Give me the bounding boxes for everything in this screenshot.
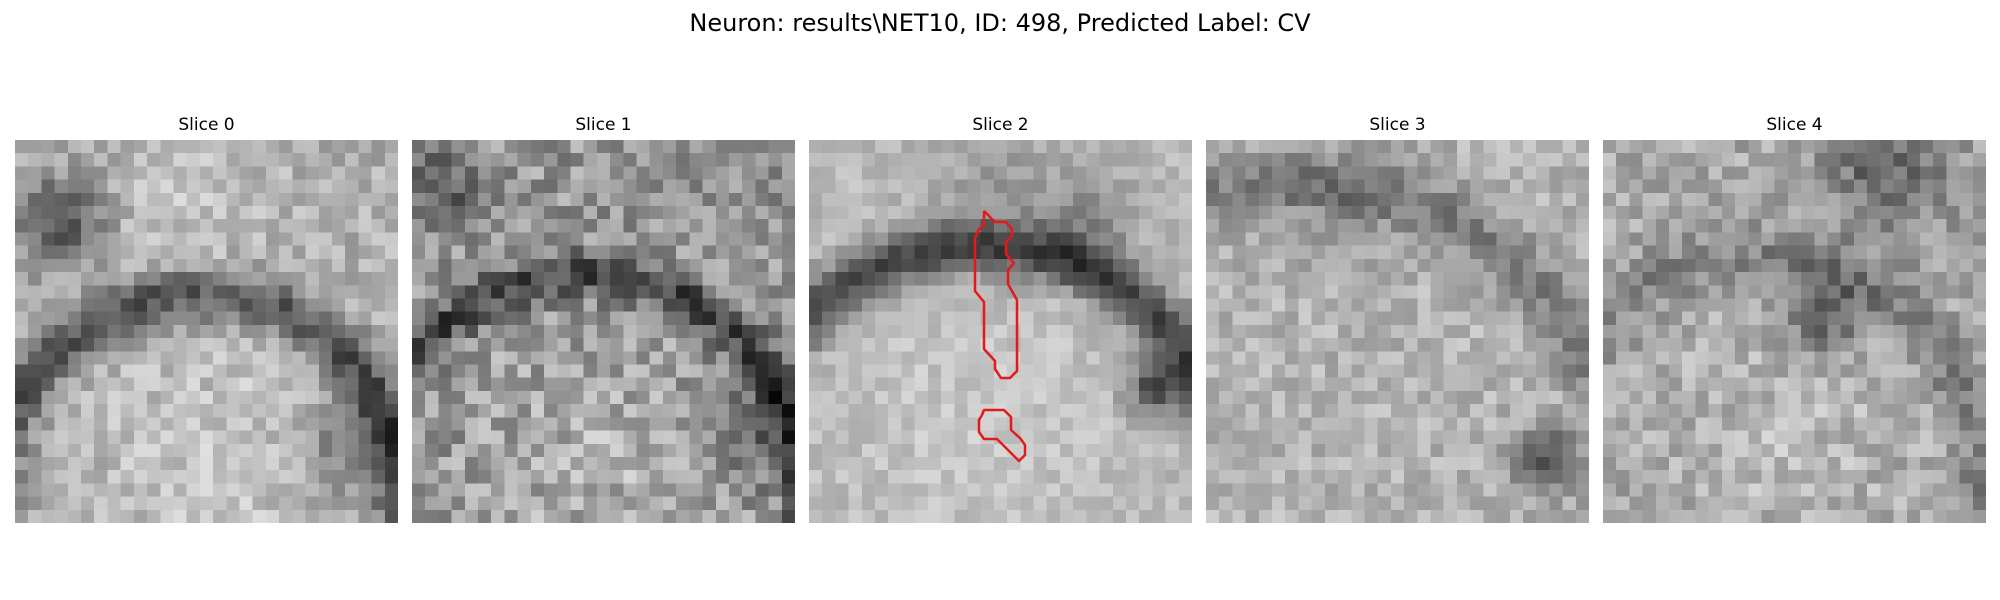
slice-panel-1: Slice 1 [412, 114, 795, 523]
slice-image-0 [15, 140, 398, 523]
slice-title-3: Slice 3 [1369, 115, 1426, 135]
slice-panel-4: Slice 4 [1603, 114, 1986, 523]
figure-title: Neuron: results\NET10, ID: 498, Predicte… [689, 9, 1311, 37]
slice-panel-3: Slice 3 [1206, 114, 1589, 523]
slice-panel-0: Slice 0 [15, 114, 398, 523]
slice-image-3 [1206, 140, 1589, 523]
slice-panel-2: Slice 2 [809, 114, 1192, 523]
slice-image-2 [809, 140, 1192, 523]
slice-title-2: Slice 2 [972, 115, 1029, 135]
slice-title-4: Slice 4 [1766, 115, 1823, 135]
slice-image-1 [412, 140, 795, 523]
slice-title-1: Slice 1 [575, 115, 632, 135]
slice-image-4 [1603, 140, 1986, 523]
slice-title-0: Slice 0 [178, 115, 235, 135]
